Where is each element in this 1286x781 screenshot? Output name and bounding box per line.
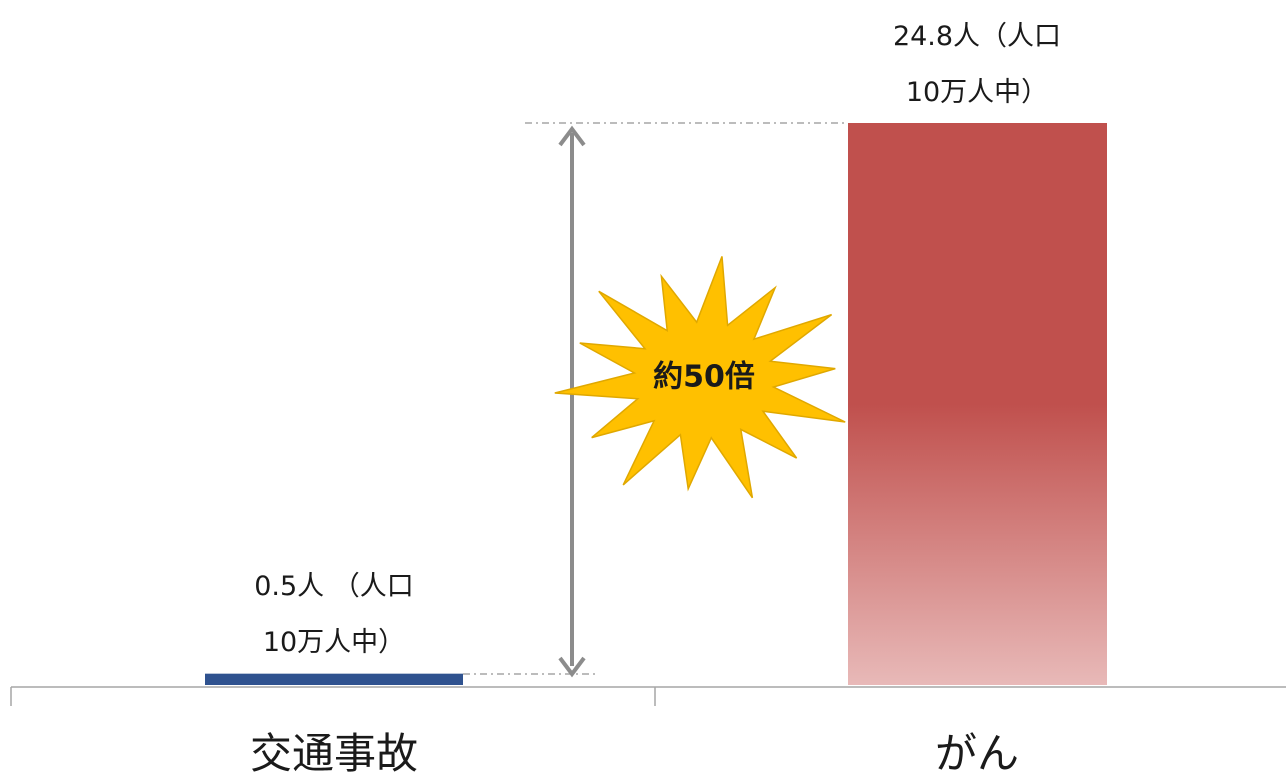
data-label-traffic-accident-line2: 10万人中） [263, 627, 405, 658]
data-label-cancer-line2: 10万人中） [906, 77, 1048, 108]
multiplier-callout: 約50倍 [653, 360, 755, 395]
data-label-cancer-line1: 24.8人（人口 [893, 21, 1061, 52]
comparison-arrow [558, 125, 586, 678]
category-label-traffic-accident: 交通事故 [250, 729, 418, 778]
data-label-traffic-accident-line1: 0.5人 （人口 [254, 571, 414, 602]
bar-traffic-accident [205, 673, 463, 685]
bar-cancer [848, 123, 1107, 685]
starburst-icon [554, 256, 846, 499]
category-label-cancer: がん [935, 729, 1019, 778]
